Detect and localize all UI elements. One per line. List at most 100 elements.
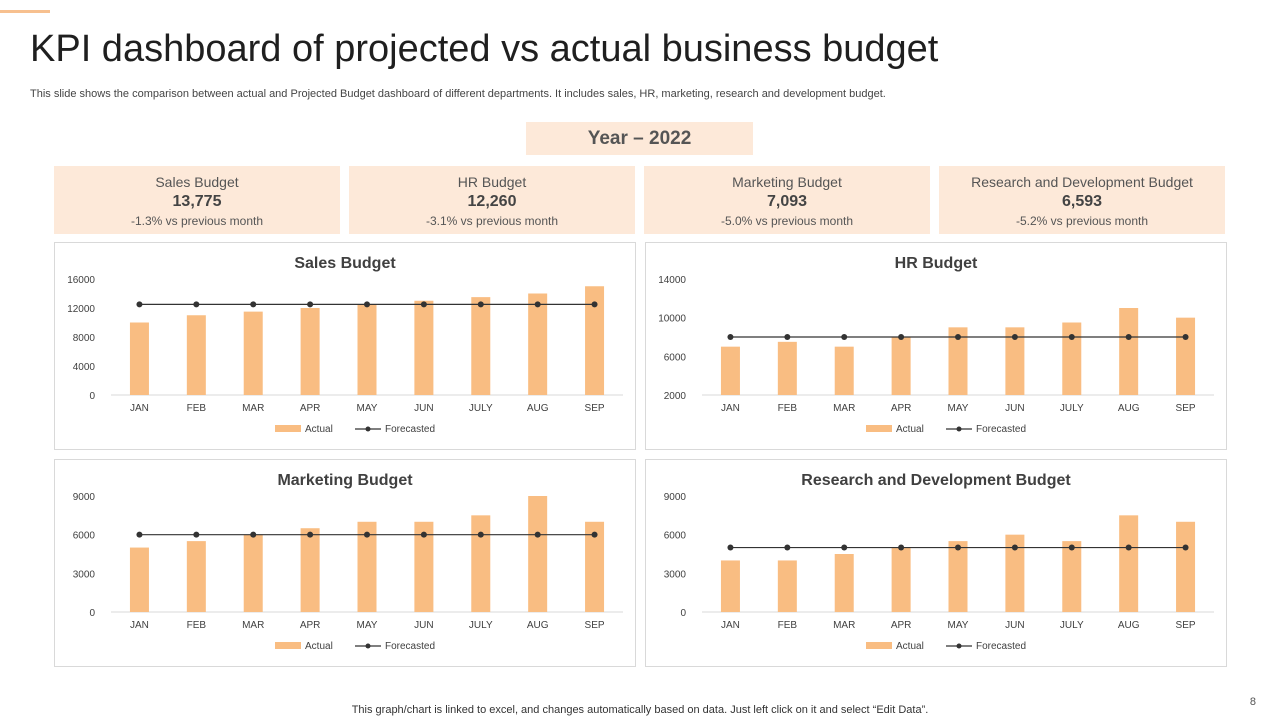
x-tick-label: MAY	[357, 403, 378, 414]
kpi-card-sales: Sales Budget 13,775 -1.3% vs previous mo…	[54, 166, 340, 234]
legend-forecast-marker	[956, 426, 962, 432]
x-tick-label: APR	[300, 620, 321, 631]
bar-actual-july	[471, 297, 491, 395]
legend-actual-swatch	[275, 425, 301, 432]
kpi-change: -5.0% vs previous month	[720, 214, 854, 228]
forecast-point-sep	[591, 531, 598, 538]
bar-actual-apr	[891, 337, 911, 395]
x-tick-label: AUG	[527, 620, 549, 631]
forecast-point-jun	[1011, 544, 1018, 551]
x-tick-label: JUN	[414, 620, 433, 631]
x-tick-label: JUN	[1005, 620, 1024, 631]
forecast-point-july	[477, 301, 484, 308]
kpi-name: Research and Development Budget	[971, 174, 1193, 190]
bar-actual-aug	[1119, 515, 1139, 612]
x-tick-label: MAY	[948, 620, 969, 631]
legend-forecast-marker	[365, 643, 371, 649]
x-tick-label: APR	[891, 403, 912, 414]
legend-actual-label: Actual	[896, 424, 924, 435]
forecast-point-jan	[727, 544, 734, 551]
x-tick-label: FEB	[778, 620, 798, 631]
forecast-point-may	[364, 301, 370, 308]
x-tick-label: FEB	[187, 403, 207, 414]
forecast-point-may	[955, 544, 961, 551]
chart-hr-svg: HR Budget 2000 6000 10000 14000 JAN FEB MAR APR M…	[658, 255, 1214, 435]
forecast-point-mar	[250, 301, 257, 308]
bar-actual-feb	[777, 560, 797, 612]
x-tick-label: MAR	[242, 403, 264, 414]
x-tick-label: JUN	[414, 403, 433, 414]
forecast-point-aug	[534, 301, 541, 308]
bar-actual-apr	[300, 528, 320, 612]
x-tick-label: MAR	[242, 620, 264, 631]
y-tick-label: 12000	[67, 304, 95, 315]
y-tick-label: 6000	[664, 531, 687, 542]
kpi-change: -1.3% vs previous month	[130, 214, 264, 228]
chart-title: Research and Development Budget	[801, 472, 1071, 489]
bar-actual-mar	[243, 534, 263, 612]
bar-actual-sep	[585, 286, 605, 395]
bar-actual-jan	[129, 547, 149, 612]
x-tick-label: SEP	[1176, 403, 1196, 414]
y-tick-label: 10000	[658, 314, 686, 325]
y-tick-label: 9000	[73, 492, 96, 503]
legend-forecast-marker	[365, 426, 371, 432]
x-tick-label: JULY	[1060, 620, 1084, 631]
forecast-point-jan	[136, 301, 143, 308]
y-tick-label: 9000	[664, 492, 687, 503]
forecast-point-july	[1068, 334, 1075, 340]
y-tick-label: 6000	[664, 352, 687, 363]
chart-hr-budget[interactable]: HR Budget 2000 6000 10000 14000 JAN FEB MAR APR M…	[645, 242, 1227, 450]
x-tick-label: JUN	[1005, 403, 1024, 414]
chart-sales-budget[interactable]: Sales Budget 0 4000 8000 12000 16000 JAN FEB MAR…	[54, 242, 636, 450]
bar-actual-may	[948, 541, 968, 612]
legend-forecast-label: Forecasted	[976, 641, 1026, 652]
x-tick-label: APR	[300, 403, 321, 414]
forecast-point-sep	[1182, 334, 1189, 340]
legend-actual-swatch	[866, 425, 892, 432]
chart-title: Marketing Budget	[277, 472, 413, 489]
accent-line	[0, 10, 50, 13]
kpi-value: 12,260	[467, 193, 517, 210]
chart-marketing-budget[interactable]: Marketing Budget 0 3000 6000 9000 JAN FEB MAR AP…	[54, 459, 636, 667]
bar-actual-july	[1062, 541, 1082, 612]
chart-rnd-svg: Research and Development Budget 0 3000 6000…	[664, 472, 1214, 652]
y-tick-label: 14000	[658, 275, 686, 286]
forecast-point-mar	[250, 531, 257, 538]
bar-actual-july	[471, 515, 491, 612]
bar-actual-aug	[528, 293, 548, 395]
y-tick-label: 4000	[73, 362, 96, 373]
kpi-value: 6,593	[1061, 193, 1103, 210]
kpi-card-hr: HR Budget 12,260 -3.1% vs previous month	[349, 166, 635, 234]
x-tick-label: MAR	[833, 403, 855, 414]
legend-forecast-marker	[956, 643, 962, 649]
bar-actual-aug	[528, 496, 548, 612]
bar-actual-may	[948, 327, 968, 395]
chart-rnd-budget[interactable]: Research and Development Budget 0 3000 6000…	[645, 459, 1227, 667]
bar-actual-mar	[834, 346, 854, 395]
forecast-point-jan	[136, 531, 143, 538]
y-tick-label: 0	[680, 608, 686, 619]
x-tick-label: JAN	[721, 620, 740, 631]
chart-title: HR Budget	[895, 255, 978, 272]
y-tick-label: 3000	[664, 569, 687, 580]
bar-actual-july	[1062, 322, 1082, 395]
x-tick-label: AUG	[1118, 620, 1140, 631]
bar-actual-feb	[777, 341, 797, 395]
kpi-change: -5.2% vs previous month	[1015, 214, 1149, 228]
bar-actual-may	[357, 304, 377, 395]
kpi-name: Marketing Budget	[732, 174, 842, 190]
forecast-point-mar	[841, 334, 848, 340]
page-subtitle: This slide shows the comparison between …	[30, 88, 886, 100]
legend-actual-swatch	[866, 642, 892, 649]
forecast-point-apr	[307, 301, 314, 308]
x-tick-label: SEP	[585, 620, 605, 631]
x-tick-label: JULY	[469, 403, 493, 414]
y-tick-label: 2000	[664, 391, 687, 402]
bar-actual-jun	[1005, 327, 1025, 395]
y-tick-label: 6000	[73, 531, 96, 542]
legend-actual-swatch	[275, 642, 301, 649]
x-tick-label: AUG	[1118, 403, 1140, 414]
x-tick-label: AUG	[527, 403, 549, 414]
bar-actual-may	[357, 521, 377, 612]
